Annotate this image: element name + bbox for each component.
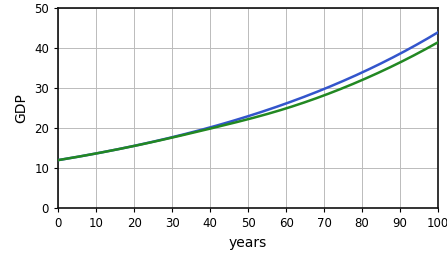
Y-axis label: GDP: GDP [15, 93, 29, 123]
X-axis label: years: years [229, 236, 267, 250]
